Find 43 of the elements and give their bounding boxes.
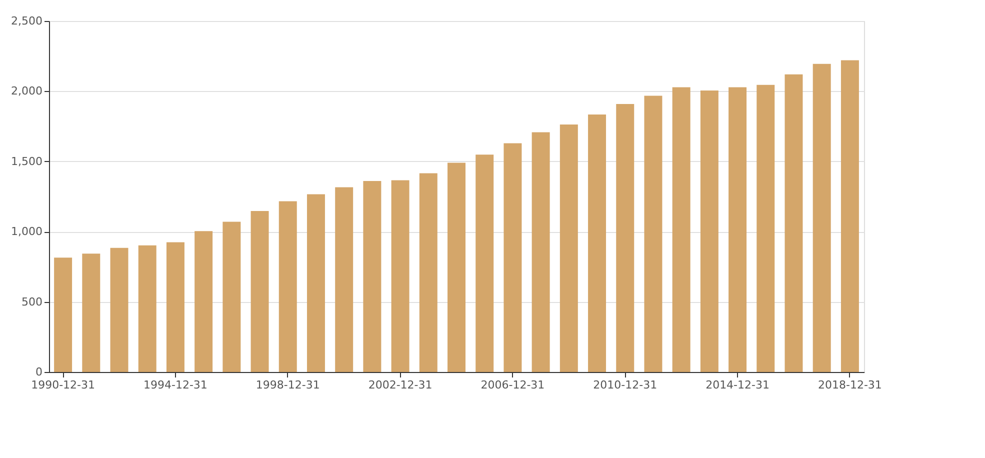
bar	[476, 154, 494, 372]
y-tick-label: 2,500	[11, 14, 42, 28]
bar	[756, 84, 775, 372]
bar	[222, 222, 241, 372]
bar	[278, 201, 297, 372]
x-tick-label: 2010-12-31	[593, 378, 658, 392]
y-tick-label: 1,500	[11, 154, 42, 168]
bar	[644, 96, 662, 372]
bar	[306, 194, 325, 372]
x-tick-label: 2014-12-31	[706, 378, 770, 392]
bar	[448, 162, 466, 372]
x-tick-label: 2002-12-31	[368, 378, 432, 392]
bar	[532, 132, 550, 372]
x-tick-label: 1998-12-31	[256, 378, 320, 392]
bar	[784, 74, 803, 372]
bar	[728, 87, 747, 372]
bar	[194, 231, 213, 372]
x-tick-label: 1994-12-31	[143, 378, 208, 392]
x-tick-label: 2006-12-31	[480, 378, 545, 392]
x-tick-label: 1990-12-31	[31, 378, 96, 392]
bar	[54, 258, 72, 372]
y-tick-label: 0	[36, 366, 42, 378]
bar	[110, 248, 128, 372]
y-tick-label: 1,000	[11, 225, 42, 238]
bar	[250, 210, 269, 372]
bar	[840, 60, 859, 372]
bar	[419, 173, 438, 372]
bar	[82, 254, 100, 372]
bar	[363, 181, 382, 372]
y-tick-label: 2,000	[11, 84, 42, 98]
y-tick-label: 500	[22, 295, 42, 308]
bar	[588, 114, 606, 372]
bar	[166, 242, 184, 372]
bar	[616, 104, 634, 372]
bar	[335, 187, 354, 372]
bar	[672, 87, 690, 372]
bar	[504, 143, 522, 372]
bar	[560, 124, 578, 372]
x-tick-label: 2018-12-31	[818, 378, 882, 392]
bar	[391, 180, 410, 372]
bar	[812, 64, 831, 372]
bar	[138, 245, 156, 372]
bar	[700, 90, 718, 372]
